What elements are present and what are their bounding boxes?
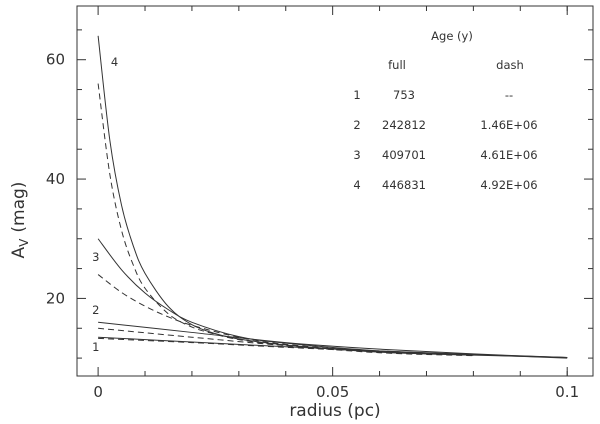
series-group bbox=[97, 35, 568, 359]
series-line-4-solid bbox=[97, 35, 568, 358]
y-axis-label-main: A bbox=[9, 246, 29, 258]
table-row-id: 3 bbox=[353, 148, 360, 162]
curve-label-4: 4 bbox=[111, 55, 118, 69]
table-row-full: 409701 bbox=[382, 148, 426, 162]
series-line-2-solid bbox=[98, 321, 568, 358]
curve-label-3: 3 bbox=[92, 250, 99, 264]
series-line-4-dashed bbox=[97, 83, 474, 357]
curve-label-1: 1 bbox=[92, 340, 99, 354]
table-row-dash: 4.92E+06 bbox=[480, 178, 537, 192]
series-line-3-solid bbox=[97, 238, 568, 358]
table-row-dash: 4.61E+06 bbox=[480, 148, 537, 162]
table-row-dash: -- bbox=[505, 88, 513, 102]
curve-label-2: 2 bbox=[92, 303, 99, 317]
plot-frame bbox=[76, 5, 594, 377]
table-row-id: 4 bbox=[353, 178, 360, 192]
table-row-full: 446831 bbox=[382, 178, 426, 192]
table-title: Age (y) bbox=[431, 29, 473, 43]
y-axis-label-sub: V bbox=[17, 238, 31, 247]
y-tick-label: 20 bbox=[46, 289, 65, 307]
table-col-full: full bbox=[388, 58, 406, 72]
table-row-id: 2 bbox=[353, 118, 360, 132]
y-axis-label-unit: (mag) bbox=[9, 182, 29, 233]
svg-text:AV(mag): AV (mag) bbox=[9, 182, 31, 259]
table-row-full: 242812 bbox=[382, 118, 426, 132]
table-row-dash: 1.46E+06 bbox=[480, 118, 537, 132]
table-row-full: 753 bbox=[393, 88, 415, 102]
x-tick-label: 0.1 bbox=[555, 383, 579, 401]
age-table: Age (y) full dash 1 753 -- 2 242812 1.46E+06 3 409… bbox=[353, 29, 537, 192]
y-tick-label: 60 bbox=[46, 51, 65, 69]
x-axis-label: radius (pc) bbox=[289, 401, 380, 421]
curve-labels: 4 3 2 1 bbox=[92, 55, 118, 354]
table-col-dash: dash bbox=[496, 58, 524, 72]
table-row-id: 1 bbox=[353, 88, 360, 102]
y-tick-label: 40 bbox=[46, 170, 65, 188]
axis-ticks: 0 0.05 0.1 20 40 60 bbox=[46, 6, 593, 401]
x-tick-label: 0 bbox=[93, 383, 103, 401]
x-tick-label: 0.05 bbox=[316, 383, 349, 401]
y-axis-label: AV (mag) bbox=[9, 182, 31, 259]
